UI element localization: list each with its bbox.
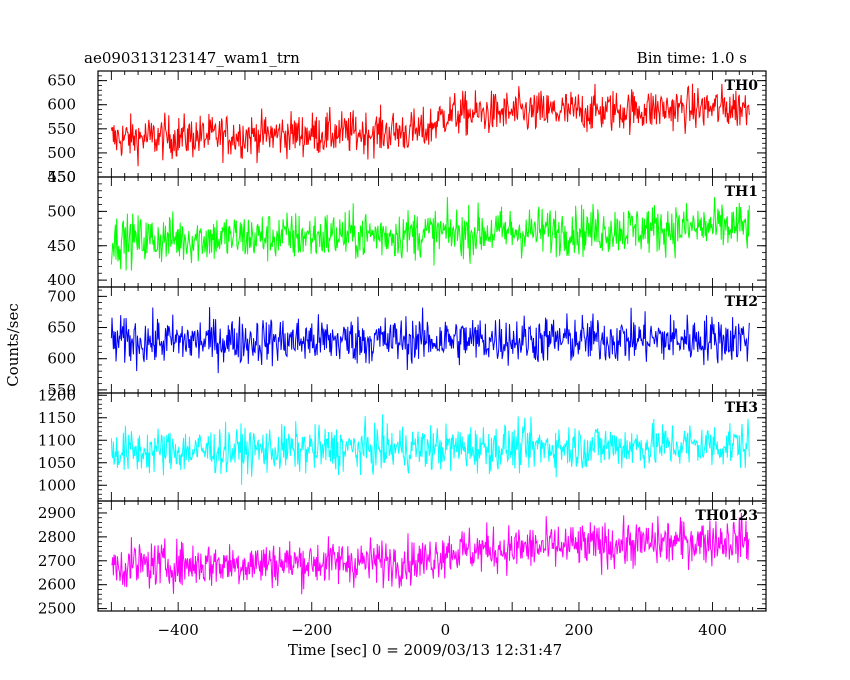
y-tick-label: 2500 — [38, 600, 76, 618]
y-tick-label: 550 — [47, 381, 76, 399]
y-tick-label: 550 — [47, 168, 76, 186]
series-line-th2 — [110, 307, 750, 374]
y-tick-label: 500 — [47, 144, 76, 162]
panel-th1: 400 450 500 550 TH1 — [47, 168, 767, 289]
series-line-th3 — [110, 414, 750, 485]
y-tick-label: 500 — [47, 202, 76, 220]
y-tick-label: 550 — [47, 120, 76, 138]
x-tick-label: 200 — [565, 621, 594, 639]
panel-th2: 550 600 650 700 TH2 — [47, 286, 767, 399]
x-tick-label: −200 — [291, 621, 332, 639]
y-tick-label: 650 — [47, 319, 76, 337]
panel-label: TH0123 — [695, 508, 758, 524]
y-tick-label: 1150 — [38, 409, 76, 427]
y-tick-label: 400 — [47, 271, 76, 289]
series-line-th0123 — [111, 512, 750, 595]
chart-title-left: ae090313123147_wam1_trn — [84, 49, 300, 67]
panel-label: TH2 — [725, 294, 758, 310]
y-tick-label: 2700 — [38, 552, 76, 570]
y-tick-label: 650 — [47, 72, 76, 90]
panel-label: TH1 — [725, 184, 758, 200]
y-tick-label: 1100 — [38, 431, 76, 449]
x-tick-label: 0 — [441, 621, 451, 639]
x-tick-label: 400 — [698, 621, 727, 639]
y-tick-label: 450 — [47, 237, 76, 255]
panel-th0123: 2500 2600 2700 2800 2900 TH0123 — [38, 500, 767, 618]
y-tick-label: 600 — [47, 350, 76, 368]
y-tick-label: 600 — [47, 96, 76, 114]
y-tick-label: 450 — [47, 168, 76, 186]
y-axis-label: Counts/sec — [4, 303, 22, 387]
y-tick-label: 1050 — [38, 454, 76, 472]
y-tick-label: 2800 — [38, 528, 76, 546]
panel-label: TH0 — [725, 78, 759, 94]
y-tick-label: 1200 — [38, 386, 76, 404]
panel-th3: 1000 1050 1100 1150 1200 TH3 — [38, 386, 767, 502]
y-tick-label: 1000 — [38, 476, 76, 494]
series-line-th1 — [110, 196, 750, 271]
y-tick-label: 2900 — [38, 504, 76, 522]
panel-label: TH3 — [725, 400, 758, 416]
series-line-th0 — [110, 83, 750, 167]
x-tick-label: −400 — [158, 621, 199, 639]
x-axis-label: Time [sec] 0 = 2009/03/13 12:31:47 — [288, 641, 562, 659]
y-tick-label: 700 — [47, 287, 76, 305]
panel-th0: 450 500 550 600 650 TH0 — [47, 70, 767, 186]
y-tick-label: 2600 — [38, 576, 76, 594]
chart-title-right: Bin time: 1.0 s — [637, 49, 747, 67]
